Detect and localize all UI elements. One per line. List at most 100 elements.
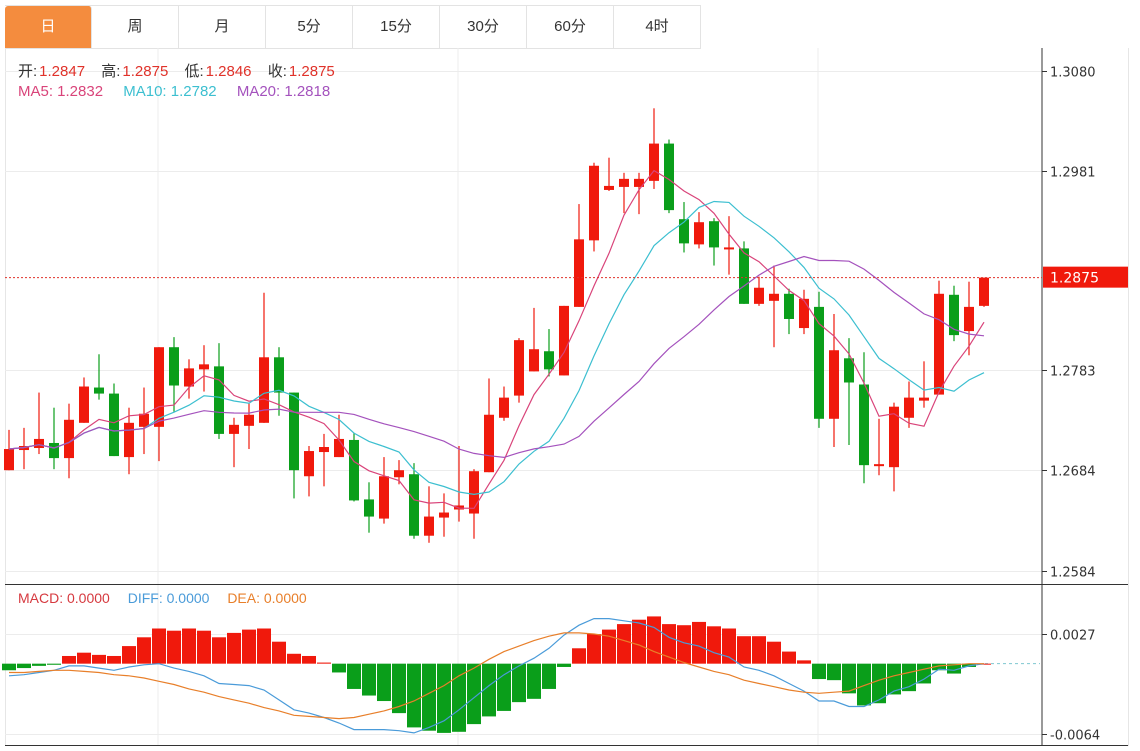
y-tick-label: 1.3080 [1050, 66, 1096, 81]
ma-legend: MA5: 1.2832 MA10: 1.2782 MA20: 1.2818 [18, 83, 332, 100]
macd-bar [437, 663, 451, 733]
candle-body [559, 305, 569, 376]
candle-body [499, 397, 509, 418]
candle-body [679, 219, 689, 244]
y-axis-ticks: 1.3080 1.2981 1.2783 1.2684 1.2584 0.0027 -0.0… [1042, 66, 1100, 744]
y-tick-label: 1.2981 [1050, 166, 1096, 181]
candle-body [304, 451, 314, 477]
candle-body [184, 368, 194, 387]
diff-legend-value: DIFF: 0.0000 [127, 590, 210, 606]
macd-bar [137, 637, 151, 664]
high-label: 高: [101, 63, 121, 80]
low-label: 低: [184, 63, 204, 80]
candle-body [844, 358, 854, 383]
macd-bar [782, 651, 796, 664]
candle-body [889, 406, 899, 468]
macd-bar [317, 662, 331, 664]
macd-bar [692, 621, 706, 664]
candle-body [469, 471, 479, 514]
tab-5min[interactable]: 5分 [266, 6, 353, 48]
candle-body [214, 366, 224, 434]
candle-body [874, 464, 884, 467]
macd-bar [887, 663, 901, 695]
candle-body [934, 293, 944, 395]
candle-body [229, 424, 239, 434]
candle-body [409, 474, 419, 536]
candle-body [4, 449, 14, 471]
candles [4, 108, 989, 543]
tab-30min[interactable]: 30分 [440, 6, 527, 48]
candle-body [94, 387, 104, 394]
macd-legend: MACD: 0.0000 DIFF: 0.0000 DEA: 0.0000 [18, 590, 309, 606]
macd-bar [182, 628, 196, 664]
candle-body [244, 414, 254, 426]
macd-bar [752, 636, 766, 664]
candle-body [709, 221, 719, 248]
tab-week[interactable]: 周 [92, 6, 179, 48]
macd-bar [47, 663, 61, 665]
candle-body [829, 350, 839, 419]
macd-bar [722, 628, 736, 664]
candle-body [634, 178, 644, 187]
candle-body [619, 178, 629, 187]
ma10-line [8, 200, 985, 496]
macd-bar [572, 648, 586, 664]
indicator-lines [8, 169, 985, 734]
macd-bar [872, 663, 886, 704]
y-tick-label: 1.2684 [1050, 465, 1096, 480]
macd-bar [407, 663, 421, 728]
y-tick-label: 0.0027 [1050, 629, 1096, 644]
macd-bar [92, 654, 106, 664]
ma5-line [8, 169, 985, 509]
macd-bar [632, 619, 646, 664]
tab-15min[interactable]: 15分 [353, 6, 440, 48]
macd-bar [17, 663, 31, 669]
macd-bar [77, 652, 91, 664]
tab-month[interactable]: 月 [179, 6, 266, 48]
candle-body [964, 306, 974, 332]
macd-bar [32, 663, 46, 666]
y-tick-label: 1.2783 [1050, 365, 1096, 380]
macd-bar [707, 626, 721, 664]
candle-body [739, 248, 749, 304]
candle-body [784, 293, 794, 319]
macd-bar [122, 646, 136, 664]
tab-4hour[interactable]: 4时 [614, 6, 701, 48]
candle-body [604, 185, 614, 190]
macd-bar [62, 655, 76, 664]
tab-day[interactable]: 日 [5, 6, 92, 48]
candle-body [694, 222, 704, 245]
macd-bar [857, 663, 871, 706]
macd-bar [167, 630, 181, 664]
candle-body [154, 347, 164, 427]
macd-bar [842, 663, 856, 694]
macd-bar [482, 663, 496, 717]
period-tabs: 日 周 月 5分 15分 30分 60分 4时 [5, 5, 701, 49]
macd-bar [467, 663, 481, 725]
y-tick-label: 1.2584 [1050, 566, 1096, 581]
low-value: 1.2846 [205, 63, 252, 80]
candle-body [64, 419, 74, 459]
macd-bar [197, 630, 211, 664]
macd-bar [107, 655, 121, 664]
ma5-legend: MA5: 1.2832 [18, 83, 104, 100]
macd-bar [347, 663, 361, 689]
candle-body [799, 298, 809, 329]
candle-body [109, 393, 119, 457]
macd-bar [677, 625, 691, 664]
candle-body [124, 422, 134, 458]
candle-body [364, 499, 374, 517]
diff-line [8, 617, 985, 734]
macd-bar [272, 641, 286, 664]
tab-60min[interactable]: 60分 [527, 6, 614, 48]
ohlc-legend: 开: 1.2847 高: 1.2875 低: 1.2846 收: 1.2875 [18, 60, 337, 81]
macd-bar [602, 629, 616, 664]
open-value: 1.2847 [39, 63, 86, 80]
high-value: 1.2875 [122, 63, 169, 80]
macd-bar [332, 663, 346, 673]
macd-bar [242, 629, 256, 664]
candle-body [724, 247, 734, 250]
ma10-legend: MA10: 1.2782 [123, 83, 217, 100]
candle-body [514, 340, 524, 396]
